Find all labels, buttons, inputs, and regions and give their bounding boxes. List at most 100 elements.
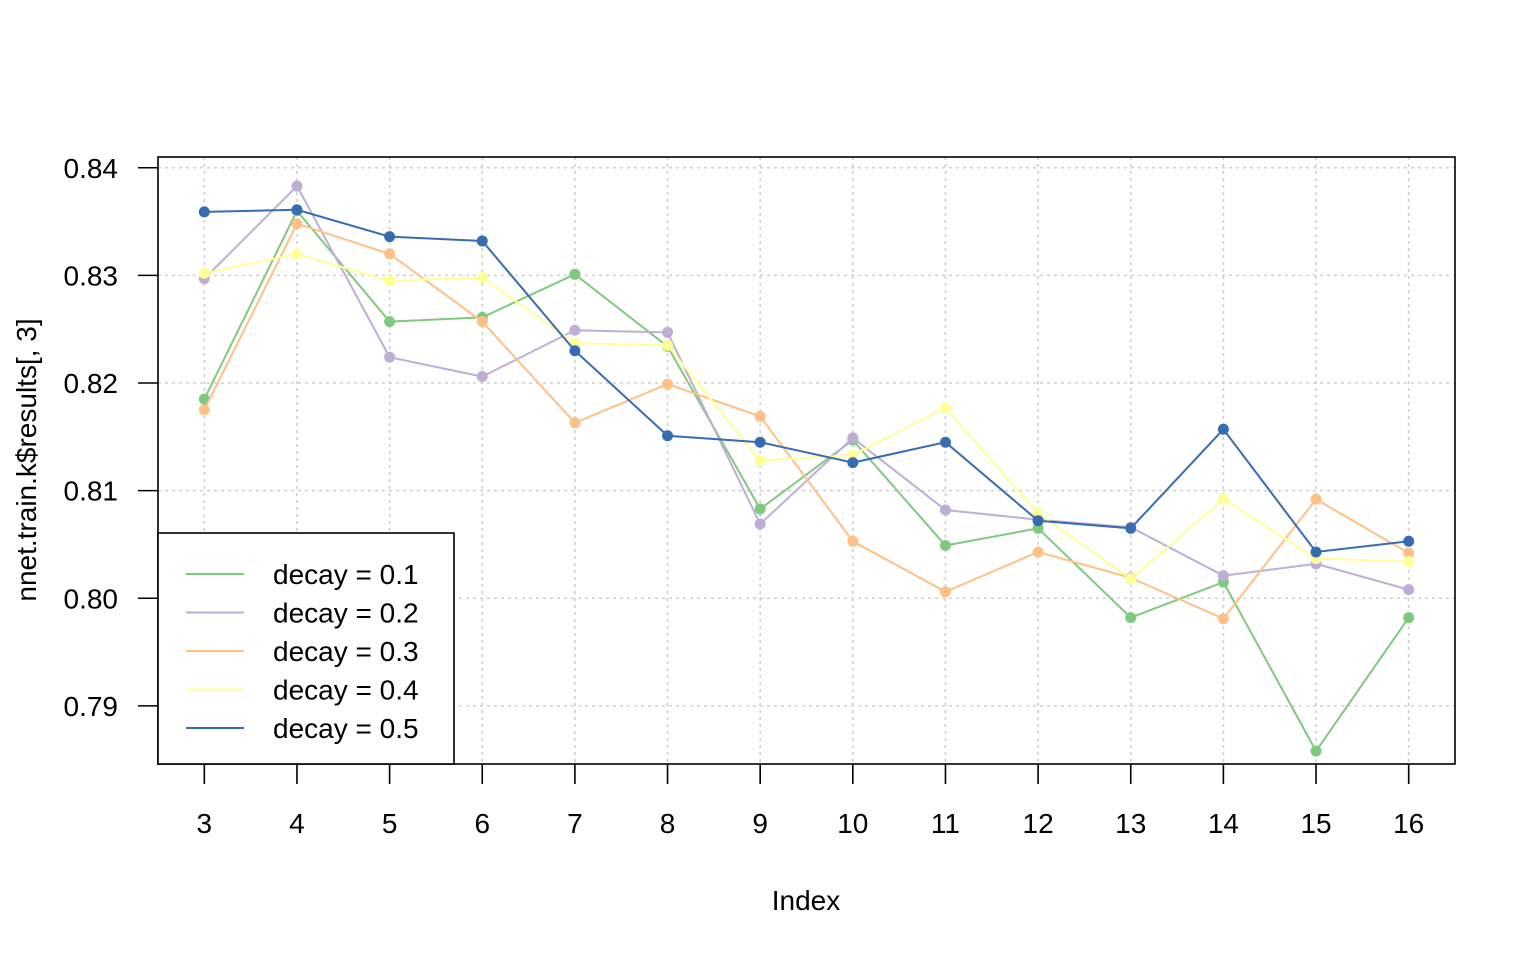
data-point [847,457,859,469]
data-point [198,267,210,279]
data-point [754,455,766,466]
legend-item: decay = 0.2 [186,598,419,629]
data-point [569,324,581,336]
legend-label: decay = 0.3 [273,636,419,667]
x-tick-label: 8 [660,808,676,839]
x-tick-label: 7 [567,808,583,839]
x-tick-label: 14 [1208,808,1239,839]
x-tick-label: 11 [931,808,960,839]
data-point [1217,493,1229,505]
data-point [939,402,951,414]
data-point [198,393,210,405]
data-point [384,231,396,243]
data-point [754,518,766,530]
data-point [476,235,488,247]
data-point [1403,584,1415,596]
x-tick-label: 12 [1023,808,1054,839]
legend: decay = 0.1 decay = 0.2 decay = 0.3 decay =… [157,532,455,765]
legend-label: decay = 0.1 [273,559,419,590]
legend-box [157,532,455,765]
data-point [1217,570,1229,582]
data-point [847,432,859,444]
data-point [939,504,951,516]
y-tick-label: 0.83 [64,260,119,291]
data-point [198,206,210,218]
data-point [662,430,674,442]
data-point [384,248,396,260]
series-line [204,208,1409,554]
x-tick-label: 3 [197,808,213,839]
data-point [291,218,303,230]
x-axis: 3 4 5 6 7 8 9 10 11 12 13 14 15 16 [197,764,1424,839]
data-point [939,540,951,552]
y-tick-label: 0.81 [64,476,119,507]
series-line [204,252,1409,581]
data-point [1310,546,1322,558]
data-point [939,586,951,598]
data-point [569,417,581,429]
x-tick-label: 15 [1300,808,1331,839]
series [198,204,1415,558]
data-point [476,371,488,383]
data-point [569,268,581,280]
data-point [569,345,581,357]
data-point [662,326,674,338]
y-tick-label: 0.84 [64,153,119,184]
data-point [662,378,674,390]
y-tick-label: 0.82 [64,368,119,399]
y-tick-label: 0.79 [64,691,119,722]
data-point [384,316,396,328]
data-point [847,449,859,461]
y-axis: 0.79 0.80 0.81 0.82 0.83 0.84 [64,153,158,722]
data-point [384,351,396,363]
data-point [1217,423,1229,435]
data-point [1403,612,1415,624]
data-point [291,204,303,216]
data-point [1032,515,1044,527]
data-point [1032,546,1044,558]
legend-item: decay = 0.5 [186,713,419,744]
data-point [1217,613,1229,625]
data-point [1310,493,1322,505]
legend-label: decay = 0.2 [273,598,419,629]
x-tick-label: 13 [1115,808,1146,839]
data-point [1032,522,1044,534]
x-tick-label: 10 [837,808,868,839]
legend-label: decay = 0.5 [273,713,419,744]
x-tick-label: 16 [1393,808,1424,839]
series-line [203,222,1410,620]
x-tick-label: 9 [752,808,768,839]
data-point [384,275,396,287]
data-point [476,272,488,284]
data-point [1310,745,1322,757]
series [198,180,1415,596]
data-point [1403,556,1415,568]
data-point [939,436,951,448]
x-tick-label: 4 [289,808,305,839]
data-point [754,436,766,448]
x-tick-label: 6 [474,808,490,839]
data-point [291,248,303,260]
data-point [1125,573,1137,585]
legend-item: decay = 0.4 [186,675,419,706]
y-tick-label: 0.80 [64,583,119,614]
data-point [1403,547,1415,559]
y-axis-title: nnet.train.k$results[, 3] [11,318,42,601]
series [198,248,1415,585]
data-point [1125,522,1137,534]
data-point [662,339,674,351]
data-point [847,535,859,547]
legend-item: decay = 0.1 [186,559,419,590]
data-point [291,180,303,192]
data-point [1125,612,1137,624]
series-line [203,208,1410,753]
data-point [1032,507,1044,519]
data-point [754,503,766,515]
legend-item: decay = 0.3 [186,636,419,667]
plot-frame [157,156,1456,765]
series [198,218,1415,625]
data-point [198,404,210,416]
x-tick-label: 5 [382,808,398,839]
